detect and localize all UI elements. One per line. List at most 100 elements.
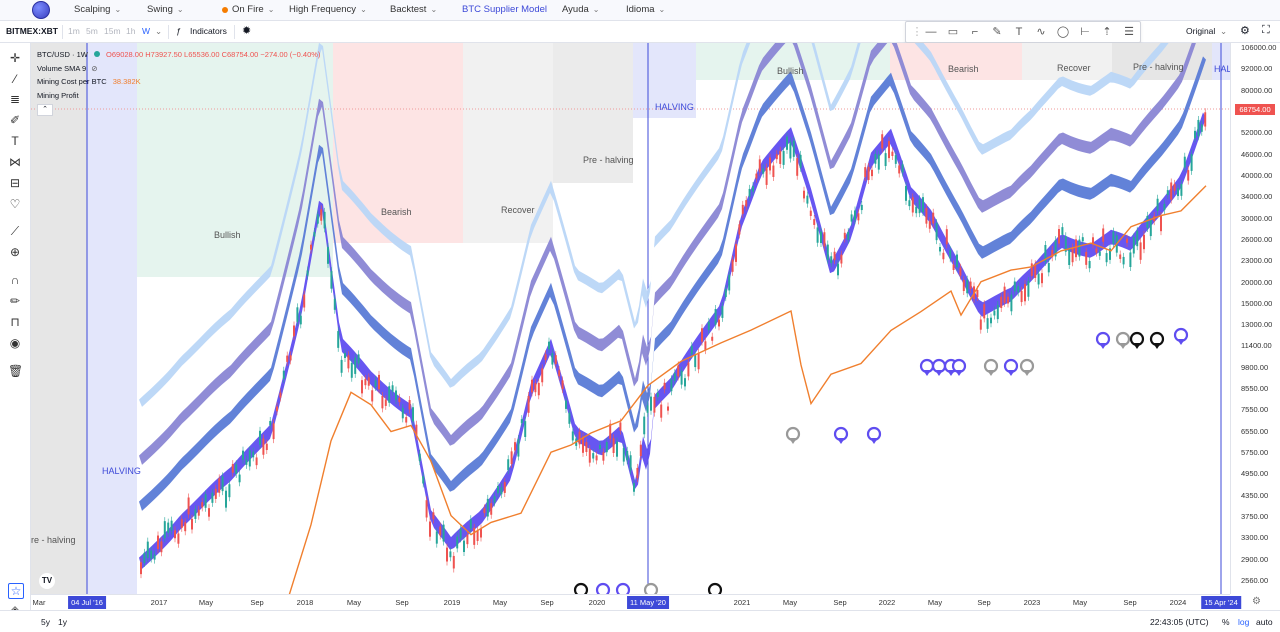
pattern-icon[interactable]: ⋈ [9, 155, 21, 169]
time-tick: Sep [977, 598, 991, 607]
price-tick: 11400.00 [1241, 341, 1272, 351]
candle-body [1183, 156, 1186, 168]
path-icon[interactable]: ∿ [1036, 26, 1046, 38]
candle-body [1119, 254, 1122, 259]
settings-gear-icon[interactable]: ✹ [242, 25, 252, 37]
heart-icon[interactable]: ♡ [9, 197, 21, 211]
candle-body [1081, 237, 1084, 242]
chevron-down-icon[interactable]: ⌄ [1220, 26, 1228, 36]
fib-lines-icon[interactable]: ≣ [9, 92, 21, 106]
crosshair-icon[interactable]: ✛ [9, 51, 21, 65]
symbol-search[interactable]: BITMEX:XBT [6, 26, 58, 36]
price-tick: 106000.00 [1241, 43, 1277, 52]
drag-handle-icon[interactable]: ⋮ [911, 26, 923, 38]
candle-body [877, 154, 880, 170]
range-5y[interactable]: 5y [41, 617, 50, 627]
price-tick: 23000.00 [1241, 256, 1273, 266]
signal-pin-tip-icon [923, 370, 931, 376]
lock-pencil-icon[interactable]: ✏ [9, 294, 21, 308]
interval-weekly[interactable]: W [142, 26, 151, 36]
tradingview-logo-icon[interactable]: TV [39, 573, 55, 589]
menu-lines-icon[interactable]: ☰ [1124, 26, 1134, 38]
forecast-icon[interactable]: ⊟ [9, 176, 21, 190]
candle-body [330, 271, 333, 289]
indicators-button[interactable]: Indicators [190, 26, 227, 36]
candle-body [935, 222, 938, 241]
halving-label: HALVI [1214, 64, 1230, 74]
candle-body [850, 214, 853, 222]
nav-item-swing[interactable]: Swing ⌄ [147, 4, 184, 15]
candle-body [789, 141, 792, 159]
candle-body [888, 141, 890, 159]
auto-toggle[interactable]: auto [1256, 617, 1273, 627]
candle-body [561, 380, 564, 389]
horizontal-line-icon[interactable]: — [925, 26, 937, 38]
interval-5m[interactable]: 5m [86, 26, 98, 36]
rectangle-icon[interactable]: ▭ [947, 26, 959, 38]
ruler-icon[interactable]: ⟋ [10, 224, 20, 238]
price-chart-canvas[interactable] [31, 43, 1230, 594]
brush-icon[interactable]: ✎ [992, 26, 1002, 38]
candle-body [507, 459, 510, 471]
nav-item-ayuda[interactable]: Ayuda ⌄ [562, 4, 599, 15]
candle-body [949, 250, 952, 259]
signal-pin-tip-icon [1119, 343, 1127, 349]
interval-1h[interactable]: 1h [126, 26, 136, 36]
callout-icon[interactable]: ⌐ [971, 26, 979, 38]
nav-item-on-fire[interactable]: On Fire ⌄ [222, 4, 274, 15]
text-tool-icon[interactable]: T [11, 134, 19, 148]
fullscreen-icon[interactable]: ⛶ [1262, 24, 1270, 36]
candle-body [639, 444, 642, 456]
candle-body [313, 231, 316, 237]
interval-15m[interactable]: 15m [104, 26, 121, 36]
nav-item-scalping[interactable]: Scalping ⌄ [74, 4, 121, 15]
candle-body [388, 386, 391, 403]
time-tick: May [782, 598, 798, 607]
eye-icon[interactable]: ◉ [9, 336, 21, 350]
signal-pin-icon [615, 582, 631, 594]
lock-icon[interactable]: ⊓ [10, 315, 20, 329]
long-position-icon[interactable]: ⇡ [1102, 26, 1112, 38]
magnet-icon[interactable]: ∩ [10, 273, 20, 287]
trash-icon[interactable]: 🗑 [8, 364, 24, 378]
candle-body [1041, 273, 1043, 284]
candle-body [548, 341, 550, 350]
pencil-icon[interactable]: ✐ [9, 113, 21, 127]
interval-1m[interactable]: 1m [68, 26, 80, 36]
range-1y[interactable]: 1y [58, 617, 67, 627]
trend-line-icon[interactable]: ⁄ [13, 72, 16, 86]
utc-clock[interactable]: 22:43:05 (UTC) [1150, 617, 1209, 627]
chart-pane[interactable]: Bullish Bearish Recover Pre - halving Bullis… [31, 43, 1230, 594]
chart-settings-gear-icon[interactable]: ⚙ [1240, 25, 1250, 37]
nav-item-backtest[interactable]: Backtest ⌄ [390, 4, 437, 15]
candle-body [374, 380, 377, 387]
axis-settings-gear-icon[interactable]: ⚙ [1252, 596, 1261, 607]
candle-body [235, 464, 238, 474]
candle-body [1061, 227, 1064, 235]
range-icon[interactable]: ⊢ [1080, 26, 1090, 38]
zoom-in-icon[interactable]: ⊕ [9, 245, 21, 259]
brand-logo-icon[interactable] [32, 1, 50, 19]
price-tick: 4350.00 [1241, 490, 1269, 500]
indicators-fx-icon[interactable]: ƒ [176, 26, 181, 36]
nav-item-btc-supplier-model[interactable]: BTC Supplier Model [462, 4, 547, 15]
percent-toggle[interactable]: % [1222, 617, 1230, 627]
nav-item-idioma[interactable]: Idioma ⌄ [626, 4, 665, 15]
log-toggle[interactable]: log [1238, 617, 1250, 627]
scale-mode-dropdown[interactable]: Original [1186, 26, 1216, 36]
candle-body [316, 214, 319, 224]
nav-item-high-frequency[interactable]: High Frequency ⌄ [289, 4, 367, 15]
collapse-legend-chevron-icon[interactable]: ⌃ [37, 104, 53, 116]
text-icon[interactable]: T [1015, 26, 1023, 38]
price-axis[interactable]: 106000.0092000.0080000.0060000.0052000.0… [1230, 43, 1280, 594]
favorites-star-icon[interactable]: ☆ [8, 583, 24, 599]
ellipse-icon[interactable]: ◯ [1056, 26, 1070, 38]
bearish-region [890, 43, 1022, 80]
time-axis[interactable]: Mar 2017 May Sep 2018 May Sep 2019 May Sep 2020 202… [31, 594, 1241, 610]
candle-body [979, 319, 982, 330]
eye-hidden-icon[interactable]: ⊘ [91, 64, 98, 73]
interval-chevron-down-icon[interactable]: ⌄ [155, 26, 163, 36]
candle-body [1078, 239, 1081, 257]
pre-halving-region [31, 43, 87, 594]
signal-pin-tip-icon [987, 370, 995, 376]
